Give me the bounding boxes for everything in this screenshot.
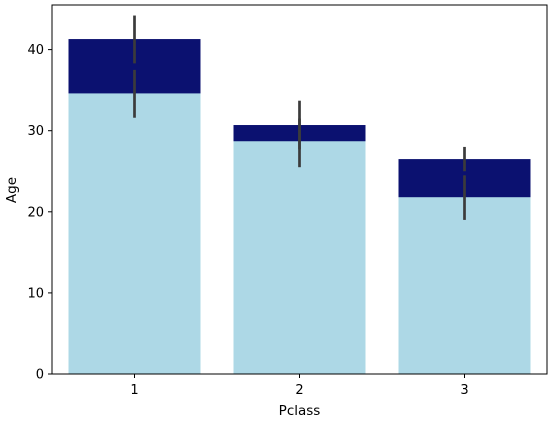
x-tick-label: 3 [460, 383, 468, 398]
bars-layer [68, 39, 531, 375]
y-tick-label: 0 [36, 368, 44, 383]
bar-series2-1 [68, 93, 201, 375]
x-axis-label: Pclass [279, 403, 321, 419]
y-tick-label: 30 [27, 124, 44, 139]
errorbars-layer [133, 15, 466, 220]
bar-series2-2 [233, 141, 366, 374]
y-tick-label: 10 [27, 286, 44, 301]
x-axis: 1 2 3 [130, 374, 469, 398]
bar-series2-3 [398, 197, 531, 374]
y-tick-label: 20 [27, 205, 44, 220]
y-axis: 0 10 20 30 40 [27, 43, 52, 383]
y-axis-label: Age [4, 177, 20, 203]
x-tick-label: 1 [130, 383, 138, 398]
x-tick-label: 2 [295, 383, 303, 398]
y-tick-label: 40 [27, 43, 44, 58]
